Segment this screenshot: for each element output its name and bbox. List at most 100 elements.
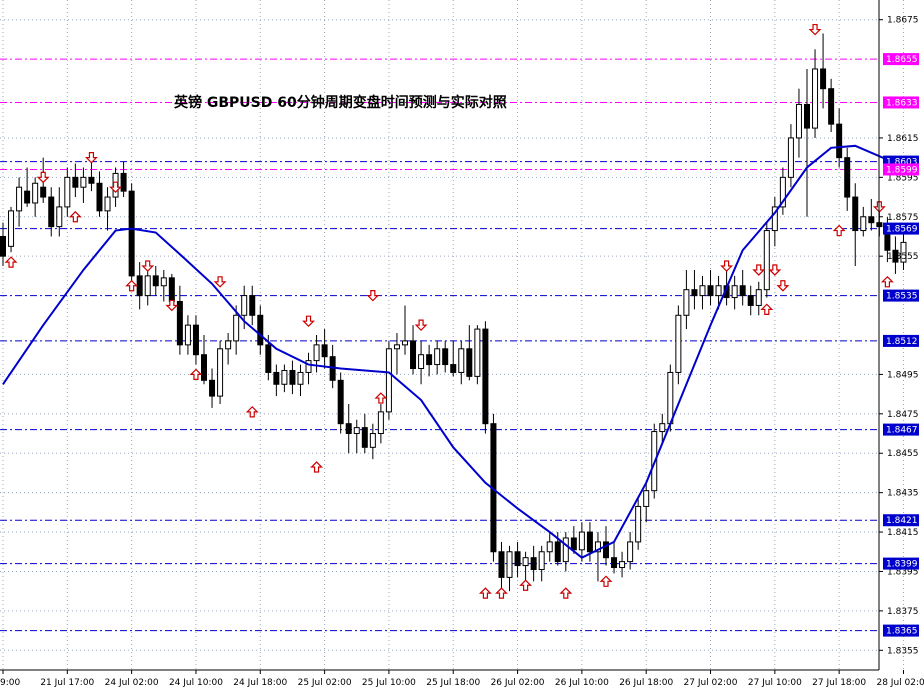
candle [337, 372, 344, 434]
candle [747, 285, 754, 316]
candle [120, 161, 127, 198]
price-tick-label: 1.8495 [887, 370, 919, 380]
candle-body [514, 551, 521, 567]
time-tick-label: 26 Jul 18:00 [619, 678, 673, 688]
down-arrow-icon [366, 289, 380, 302]
candle-body [659, 423, 666, 433]
candle [755, 281, 762, 316]
candle-body [691, 289, 698, 297]
candle [820, 33, 827, 109]
candle-body [313, 344, 320, 362]
candle [393, 333, 400, 375]
up-arrow-icon [68, 210, 82, 223]
time-tick-label: 27 Jul 18:00 [812, 678, 866, 688]
candle-body [868, 216, 875, 224]
down-arrow-icon [768, 264, 782, 276]
level-label-box [883, 222, 919, 235]
candle-body [104, 196, 111, 212]
candle-body [72, 176, 79, 188]
candle-body [184, 324, 191, 346]
candle [715, 275, 722, 310]
level-label: 1.8603 [886, 158, 918, 168]
candle-body [828, 88, 835, 125]
level-label-box [883, 163, 919, 176]
candle-body [361, 427, 368, 448]
candle-body [209, 379, 216, 397]
down-arrow-icon [720, 260, 734, 272]
candle [868, 199, 875, 231]
time-tick-label: 25 Jul 10:00 [362, 678, 416, 688]
candle [56, 187, 63, 237]
candle-body [32, 182, 39, 204]
level-lines [0, 58, 879, 632]
down-arrow-icon [302, 315, 315, 328]
candle [739, 269, 746, 306]
candle-body [369, 433, 376, 448]
candle-body [385, 348, 392, 413]
candle-body [321, 344, 328, 358]
candle-body [402, 340, 408, 346]
candle [273, 364, 280, 397]
candle [249, 285, 256, 326]
candle-body [586, 531, 593, 553]
price-tick-label: 1.8375 [887, 607, 919, 617]
candle [434, 340, 441, 375]
time-tick-label: 9:00 [0, 678, 20, 688]
candle-body [820, 68, 827, 90]
candle-body [56, 206, 63, 228]
candle-body [201, 354, 207, 381]
level-label: 1.8421 [886, 516, 918, 526]
candle [506, 545, 513, 592]
level-label: 1.8365 [886, 627, 918, 637]
candle-body [643, 490, 650, 507]
price-tick-label: 1.8675 [887, 16, 919, 26]
candle [152, 266, 159, 296]
up-arrow-icon [374, 392, 388, 404]
candle [675, 305, 682, 385]
candle [192, 315, 199, 365]
candle-body [779, 176, 786, 208]
price-axis: 1.8675 1.8615 1.8595 1.8575 1.8555 1.8495 1.84… [879, 16, 919, 656]
candle-body [594, 541, 601, 553]
candle-body [675, 314, 682, 373]
up-arrow-icon [125, 279, 139, 292]
time-tick-label: 26 Jul 02:00 [491, 678, 545, 688]
candle [176, 285, 183, 355]
candle-body [715, 285, 722, 297]
candle [233, 305, 240, 355]
up-arrow-icon [495, 587, 508, 599]
candle-body [787, 137, 794, 178]
candle-body [40, 186, 47, 198]
candle-body [434, 348, 441, 366]
up-arrow-icon [4, 256, 18, 268]
time-tick-label: 27 Jul 10:00 [748, 678, 802, 688]
candle-body [627, 541, 634, 563]
candle [144, 269, 151, 306]
candle-body [812, 68, 819, 129]
candle [16, 177, 23, 227]
up-arrow-icon [478, 587, 492, 599]
candle-body [305, 360, 312, 373]
candle-body [24, 190, 31, 204]
down-arrow-icon [84, 152, 98, 164]
up-arrow-icon [559, 587, 573, 599]
candle-body [522, 557, 529, 567]
candle [32, 177, 39, 217]
candle-body [297, 371, 304, 385]
candle-body [611, 557, 618, 569]
candle [804, 68, 810, 217]
candle [546, 532, 553, 562]
candle [297, 364, 304, 397]
candle [812, 49, 819, 138]
down-arrow-icon [141, 260, 155, 272]
candle [828, 78, 835, 133]
candle-body [217, 348, 224, 397]
candle-body [96, 182, 103, 212]
candle-body [152, 275, 159, 287]
candle [530, 545, 537, 582]
candle-body [442, 348, 449, 366]
candle [683, 269, 690, 330]
candle [635, 498, 642, 550]
candle-body [257, 314, 264, 346]
